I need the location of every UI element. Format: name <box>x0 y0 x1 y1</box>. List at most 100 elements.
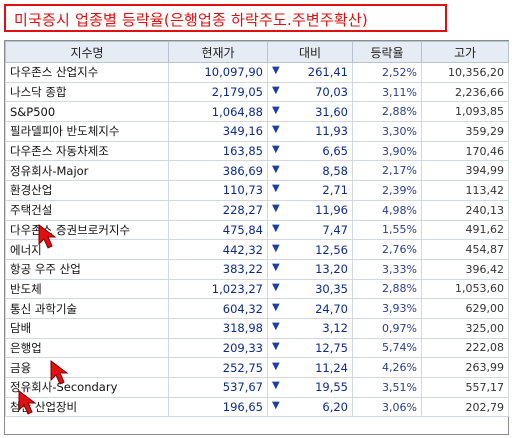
index-name: 담배 <box>5 317 169 339</box>
high-price: 263,99 <box>421 357 509 378</box>
change-value: 261,41 <box>307 65 348 80</box>
table-row[interactable]: 반도체 1,023,27 ▼ 30,35 2,88% 1,053,60 <box>5 278 509 300</box>
change-rate: 2,39% <box>352 180 422 201</box>
table-row[interactable]: S&P500 1,064,88 ▼ 31,60 2,88% 1,093,85 <box>5 101 509 123</box>
index-table-container: 지수명 현재가 대비 등락율 고가 다우존스 산업지수 10,097,90 ▼ 261… <box>4 40 509 435</box>
change-cell: ▼ 11,93 <box>267 121 353 142</box>
current-price: 604,32 <box>168 298 268 319</box>
change-rate: 5,74% <box>352 337 422 359</box>
change-cell: ▼ 8,58 <box>267 160 353 182</box>
change-cell: ▼ 12,56 <box>267 239 353 260</box>
down-triangle-icon: ▼ <box>272 262 280 274</box>
down-triangle-icon: ▼ <box>272 380 280 392</box>
high-price: 325,00 <box>421 317 509 339</box>
change-value: 19,55 <box>315 380 348 395</box>
current-price: 318,98 <box>168 317 268 339</box>
down-triangle-icon: ▼ <box>272 183 280 195</box>
change-rate: 2,88% <box>352 278 422 300</box>
table-row[interactable]: 다우존스 증권브로커지수 475,84 ▼ 7,47 1,55% 491,62 <box>5 219 509 241</box>
index-name: 다우존스 증권브로커지수 <box>5 219 169 241</box>
down-triangle-icon: ▼ <box>272 321 280 333</box>
change-rate: 3,51% <box>352 377 422 398</box>
change-value: 3,12 <box>322 321 348 336</box>
table-row[interactable]: 에너지 442,32 ▼ 12,56 2,76% 454,87 <box>5 239 509 260</box>
table-row[interactable]: 환경산업 110,73 ▼ 2,71 2,39% 113,42 <box>5 180 509 201</box>
col-header-rate[interactable]: 등락율 <box>352 41 422 63</box>
change-cell: ▼ 11,24 <box>267 357 353 378</box>
down-triangle-icon: ▼ <box>272 281 280 293</box>
high-price: 629,00 <box>421 298 509 319</box>
down-triangle-icon: ▼ <box>272 203 280 215</box>
change-value: 8,58 <box>322 163 348 178</box>
table-row[interactable]: 항공 우주 산업 383,22 ▼ 13,20 3,33% 396,42 <box>5 258 509 280</box>
change-value: 2,71 <box>322 183 348 198</box>
table-row[interactable]: 나스닥 종합 2,179,05 ▼ 70,03 3,11% 2,236,66 <box>5 81 509 103</box>
table-row[interactable]: 통신 과학기술 604,32 ▼ 24,70 3,93% 629,00 <box>5 298 509 319</box>
change-value: 24,70 <box>315 301 348 316</box>
down-triangle-icon: ▼ <box>272 163 280 175</box>
down-triangle-icon: ▼ <box>272 144 280 156</box>
down-triangle-icon: ▼ <box>272 360 280 372</box>
change-value: 12,75 <box>315 340 348 355</box>
current-price: 110,73 <box>168 180 268 201</box>
table-row[interactable]: 주택건설 228,27 ▼ 11,96 4,98% 240,13 <box>5 199 509 221</box>
change-cell: ▼ 31,60 <box>267 101 353 123</box>
current-price: 1,023,27 <box>168 278 268 300</box>
current-price: 10,097,90 <box>168 62 268 83</box>
table-body: 다우존스 산업지수 10,097,90 ▼ 261,41 2,52% 10,356,20 나… <box>5 62 509 418</box>
index-name: 필라델피아 반도체지수 <box>5 121 169 142</box>
table-header-row: 지수명 현재가 대비 등락율 고가 <box>5 41 509 63</box>
col-header-name[interactable]: 지수명 <box>5 41 169 63</box>
change-cell: ▼ 6,20 <box>267 396 353 418</box>
table-row[interactable]: 금융 252,75 ▼ 11,24 4,26% 263,99 <box>5 357 509 378</box>
change-cell: ▼ 261,41 <box>267 62 353 83</box>
down-triangle-icon: ▼ <box>272 340 280 352</box>
table-row[interactable]: 다우존스 산업지수 10,097,90 ▼ 261,41 2,52% 10,356,20 <box>5 62 509 83</box>
table-row[interactable]: 담배 318,98 ▼ 3,12 0,97% 325,00 <box>5 317 509 339</box>
index-name: 다우존스 자동차제조 <box>5 140 169 162</box>
change-value: 31,60 <box>315 104 348 119</box>
table-row[interactable]: 은행업 209,33 ▼ 12,75 5,74% 222,08 <box>5 337 509 359</box>
change-value: 6,65 <box>322 144 348 159</box>
index-name: 환경산업 <box>5 180 169 201</box>
col-header-high[interactable]: 고가 <box>421 41 509 63</box>
index-table: 지수명 현재가 대비 등락율 고가 다우존스 산업지수 10,097,90 ▼ 261… <box>5 41 509 418</box>
table-row[interactable]: 첨단 산업장비 196,65 ▼ 6,20 3,06% 202,79 <box>5 396 509 418</box>
page-title: 미국증시 업종별 등락율(은행업종 하락주도.주변주확산) <box>14 11 368 29</box>
change-rate: 2,52% <box>352 62 422 83</box>
index-name: 금융 <box>5 357 169 378</box>
table-row[interactable]: 다우존스 자동차제조 163,85 ▼ 6,65 3,90% 170,46 <box>5 140 509 162</box>
current-price: 163,85 <box>168 140 268 162</box>
table-row[interactable]: 필라델피아 반도체지수 349,16 ▼ 11,93 3,30% 359,29 <box>5 121 509 142</box>
down-triangle-icon: ▼ <box>272 104 280 116</box>
change-rate: 3,30% <box>352 121 422 142</box>
table-row[interactable]: 정유회사-Major 386,69 ▼ 8,58 2,17% 394,99 <box>5 160 509 182</box>
current-price: 475,84 <box>168 219 268 241</box>
high-price: 240,13 <box>421 199 509 221</box>
change-cell: ▼ 6,65 <box>267 140 353 162</box>
change-cell: ▼ 7,47 <box>267 219 353 241</box>
col-header-change[interactable]: 대비 <box>267 41 353 63</box>
title-box: 미국증시 업종별 등락율(은행업종 하락주도.주변주확산) <box>4 4 447 32</box>
change-cell: ▼ 13,20 <box>267 258 353 280</box>
high-price: 170,46 <box>421 140 509 162</box>
index-name: 은행업 <box>5 337 169 359</box>
index-name: 반도체 <box>5 278 169 300</box>
col-header-price[interactable]: 현재가 <box>168 41 268 63</box>
high-price: 396,42 <box>421 258 509 280</box>
high-price: 359,29 <box>421 121 509 142</box>
current-price: 442,32 <box>168 239 268 260</box>
table-row[interactable]: 정유회사-Secondary 537,67 ▼ 19,55 3,51% 557,17 <box>5 377 509 398</box>
current-price: 196,65 <box>168 396 268 418</box>
high-price: 454,87 <box>421 239 509 260</box>
down-triangle-icon: ▼ <box>272 301 280 313</box>
change-value: 12,56 <box>315 242 348 257</box>
current-price: 209,33 <box>168 337 268 359</box>
high-price: 557,17 <box>421 377 509 398</box>
change-cell: ▼ 19,55 <box>267 377 353 398</box>
down-triangle-icon: ▼ <box>272 65 280 77</box>
high-price: 10,356,20 <box>421 62 509 83</box>
down-triangle-icon: ▼ <box>272 85 280 97</box>
current-price: 228,27 <box>168 199 268 221</box>
high-price: 394,99 <box>421 160 509 182</box>
